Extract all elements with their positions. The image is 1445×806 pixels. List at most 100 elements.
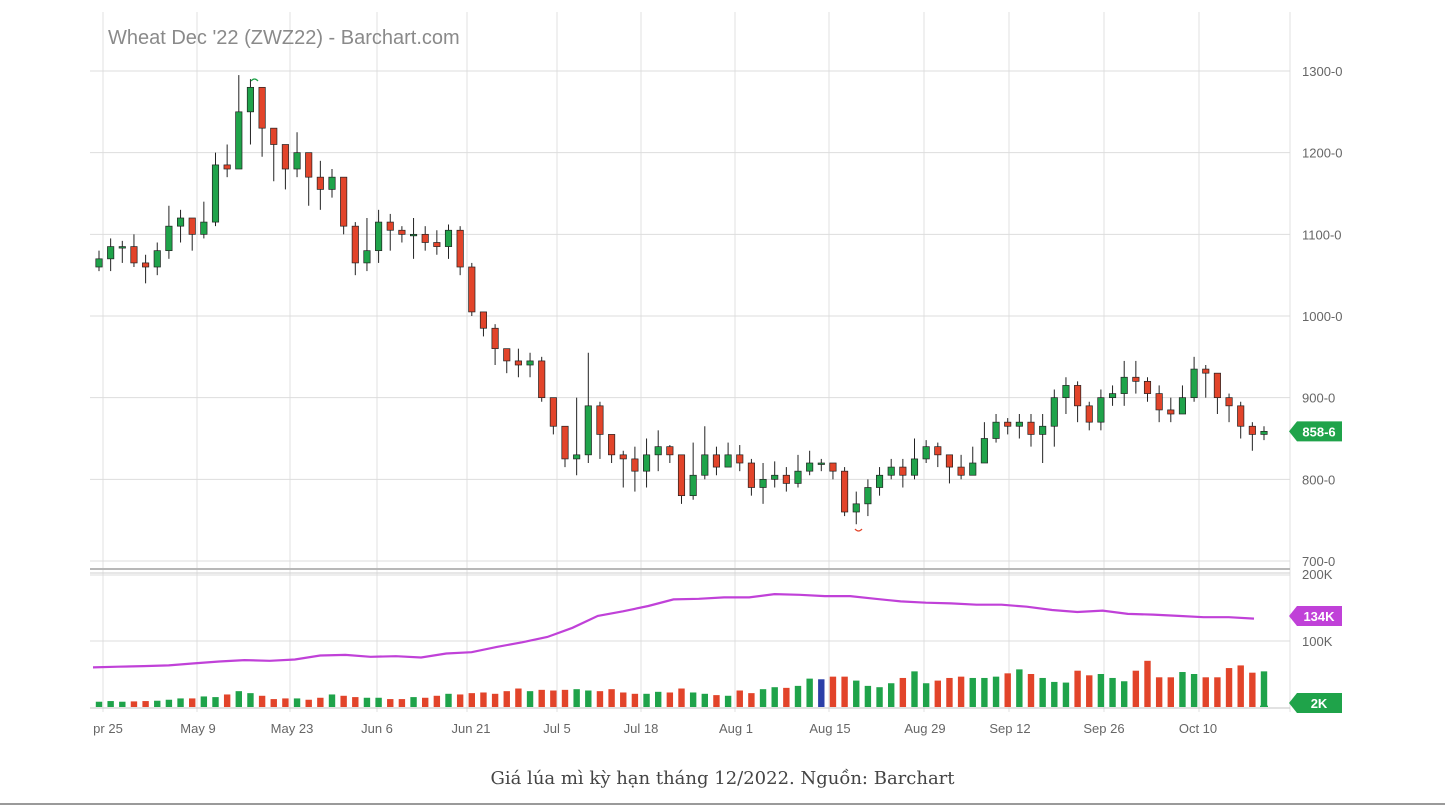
volume-bar <box>352 697 359 707</box>
candle-body <box>771 474 779 480</box>
volume-bar <box>1260 671 1268 707</box>
volume-bar <box>1027 674 1035 707</box>
candle-body <box>573 454 581 460</box>
candle-body <box>1178 397 1187 415</box>
volume-bar <box>1214 677 1221 707</box>
candle-body <box>852 503 860 513</box>
candle-body <box>444 229 453 247</box>
price-tick-label: 700-0 <box>1302 554 1335 569</box>
volume-bar <box>1225 668 1233 707</box>
volume-bar <box>911 671 918 707</box>
volume-bar <box>1249 672 1256 707</box>
volume-bar <box>620 692 627 707</box>
candle-body <box>910 458 919 476</box>
date-tick-label: May 23 <box>271 721 314 736</box>
candle-body <box>398 229 406 235</box>
volume-bar <box>1051 681 1058 707</box>
candle-body <box>631 458 639 472</box>
candle-body <box>806 462 814 472</box>
volume-bar <box>608 689 615 707</box>
volume-bar <box>200 696 208 707</box>
candle-body <box>677 454 686 497</box>
volume-bar <box>468 693 475 707</box>
price-tick-label: 1300-0 <box>1302 64 1342 79</box>
candle-body <box>479 311 488 329</box>
candle-body <box>584 405 592 456</box>
volume-bar <box>573 689 580 707</box>
volume-bar <box>922 683 930 707</box>
volume-bar <box>503 691 510 707</box>
volume-bar <box>771 687 778 707</box>
candle-body <box>1004 421 1012 427</box>
volume-bar <box>480 692 487 707</box>
bottom-rule <box>0 803 1445 805</box>
candle-body <box>223 164 231 170</box>
candle-body <box>107 246 115 260</box>
candle-body <box>118 246 126 249</box>
volume-bar <box>317 697 324 707</box>
candle-body <box>246 86 255 113</box>
volume-bar <box>736 690 743 707</box>
candle-body <box>142 262 150 268</box>
candle-body <box>922 446 930 460</box>
volume-bar <box>1144 660 1151 707</box>
candle-body <box>549 397 557 427</box>
candle-body <box>386 221 394 231</box>
volume-bar <box>491 693 499 707</box>
volume-bar <box>456 694 464 707</box>
volume-bar <box>328 694 336 707</box>
volume-bar <box>189 698 196 707</box>
volume-bar <box>585 690 592 707</box>
grid-lines <box>90 12 1291 712</box>
candle-body <box>689 474 697 497</box>
candle-body <box>1062 385 1070 399</box>
price-tick-label: 1200-0 <box>1302 146 1342 161</box>
date-tick-label: Aug 15 <box>809 721 850 736</box>
candle-body <box>514 360 522 366</box>
volume-bar <box>247 693 254 707</box>
volume-bar <box>888 683 895 707</box>
chart-title: Wheat Dec '22 (ZWZ22) - Barchart.com <box>108 27 460 49</box>
volume-bar <box>724 695 732 707</box>
last-price-badge-text: 858-6 <box>1302 424 1335 439</box>
candle-body <box>957 466 965 476</box>
candle-body <box>1015 421 1023 427</box>
candle-body <box>1190 368 1198 399</box>
date-tick-label: Jun 21 <box>451 721 490 736</box>
volume-bar <box>818 679 825 707</box>
candle-body <box>736 454 744 464</box>
candle-body <box>596 405 604 435</box>
candle-body <box>747 462 755 488</box>
volume-bar <box>1062 682 1070 707</box>
average-volume-path <box>92 592 1255 669</box>
candle-body <box>1132 376 1140 382</box>
date-tick-label: May 9 <box>180 721 215 736</box>
candle-body <box>410 233 418 237</box>
volume-bar <box>177 698 184 707</box>
volume-bar <box>223 694 231 707</box>
candle-body <box>654 446 662 456</box>
candle-body <box>712 454 721 468</box>
volume-bar <box>713 695 720 707</box>
candle-body <box>1074 385 1082 407</box>
volume-bar <box>666 692 674 707</box>
candle-body <box>538 360 546 399</box>
volume-bar <box>1074 670 1081 707</box>
candle-body <box>817 462 825 465</box>
volume-bar <box>1086 675 1093 707</box>
volume-tick-label: 100K <box>1302 634 1333 649</box>
volume-bar <box>934 680 941 707</box>
candle-body <box>95 258 103 268</box>
volume-bar <box>981 677 988 707</box>
candle-body <box>503 348 511 362</box>
date-tick-label: Oct 10 <box>1179 721 1217 736</box>
volume-bar <box>387 699 394 707</box>
candle-body <box>1167 409 1175 415</box>
volume-bar <box>538 689 545 707</box>
volume-bar <box>235 691 242 707</box>
candle-body <box>1225 397 1233 407</box>
volume-bar <box>853 680 860 707</box>
date-tick-label: Jul 18 <box>624 721 659 736</box>
candle-body <box>794 470 802 484</box>
average-volume-line <box>92 592 1255 669</box>
